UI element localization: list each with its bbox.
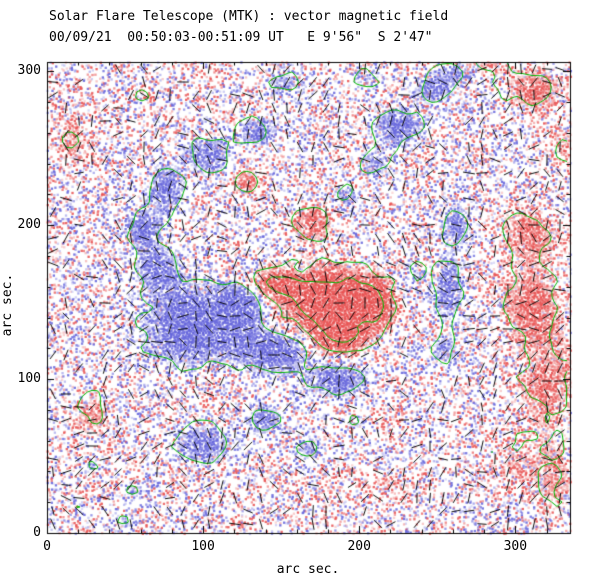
chart-title: Solar Flare Telescope (MTK) : vector mag… bbox=[49, 9, 449, 24]
x-tick-label: 100 bbox=[191, 539, 215, 554]
y-axis-label: arc sec. bbox=[0, 273, 15, 337]
y-tick-label: 300 bbox=[17, 63, 41, 79]
y-tick-label: 200 bbox=[17, 217, 41, 233]
y-tick-label: 100 bbox=[17, 371, 41, 387]
x-tick-label: 0 bbox=[43, 539, 51, 554]
chart-subtitle: 00/09/21 00:50:03-00:51:09 UT E 9'56" S … bbox=[49, 30, 433, 45]
x-tick-label: 200 bbox=[347, 539, 371, 554]
x-axis-label: arc sec. bbox=[276, 562, 340, 577]
x-tick-label: 300 bbox=[503, 539, 528, 554]
y-tick-label: 0 bbox=[33, 525, 41, 540]
